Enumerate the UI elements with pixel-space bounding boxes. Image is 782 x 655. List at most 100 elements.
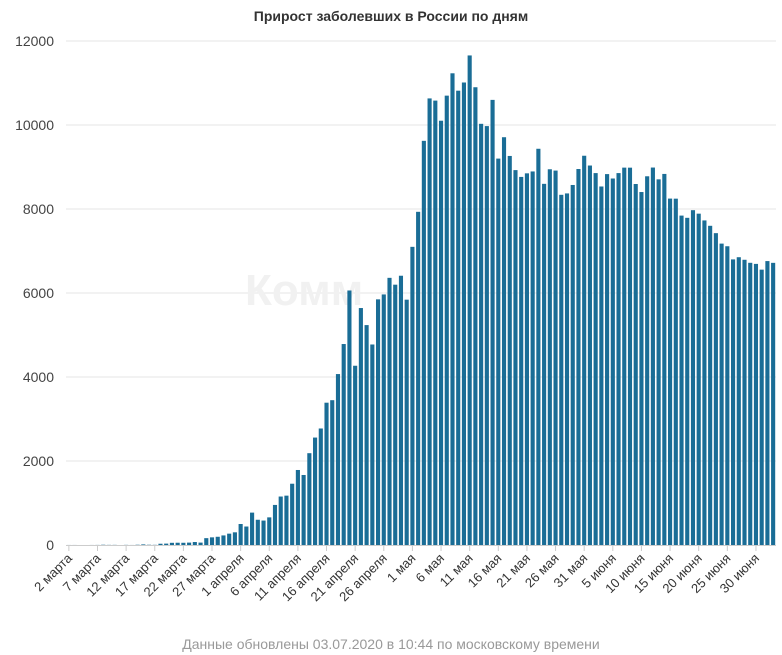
bar bbox=[587, 165, 592, 545]
bar bbox=[627, 167, 633, 545]
bar bbox=[404, 299, 409, 545]
bars bbox=[66, 55, 776, 546]
bar bbox=[244, 526, 249, 545]
bar bbox=[181, 542, 186, 545]
bar bbox=[708, 225, 713, 546]
chart-title: Прирост заболевших в России по дням bbox=[253, 8, 529, 24]
y-tick-label: 6000 bbox=[23, 285, 54, 301]
bar bbox=[358, 308, 363, 545]
bar bbox=[650, 167, 655, 545]
bar bbox=[484, 126, 489, 545]
bar bbox=[198, 542, 203, 545]
bar bbox=[284, 495, 289, 545]
bar bbox=[307, 453, 312, 545]
bar bbox=[278, 496, 283, 545]
bar bbox=[381, 294, 386, 545]
bar bbox=[673, 198, 678, 545]
bar bbox=[490, 99, 495, 545]
bar bbox=[255, 519, 260, 545]
bar bbox=[301, 474, 306, 545]
bar bbox=[141, 544, 146, 545]
bar bbox=[318, 428, 323, 545]
bar bbox=[765, 261, 770, 545]
bar bbox=[524, 173, 529, 546]
bar bbox=[295, 469, 300, 545]
bar bbox=[559, 194, 564, 545]
bar bbox=[576, 169, 581, 546]
y-tick-label: 12000 bbox=[15, 33, 54, 49]
bar bbox=[633, 184, 638, 545]
bar bbox=[250, 512, 255, 545]
bar bbox=[313, 437, 318, 545]
bar bbox=[433, 100, 438, 546]
bar bbox=[175, 542, 180, 545]
bar bbox=[519, 176, 524, 546]
bar bbox=[370, 344, 375, 545]
bar bbox=[542, 183, 547, 546]
bar bbox=[438, 120, 444, 545]
bar bbox=[530, 171, 535, 545]
bar bbox=[593, 173, 598, 545]
bar bbox=[507, 155, 512, 546]
bar bbox=[479, 123, 484, 545]
bar bbox=[187, 542, 192, 545]
bar bbox=[290, 483, 295, 545]
bar bbox=[341, 344, 346, 545]
bar bbox=[467, 55, 472, 545]
bar bbox=[725, 246, 730, 545]
bar bbox=[164, 543, 169, 545]
bar bbox=[713, 233, 718, 545]
bar bbox=[662, 173, 667, 545]
bar bbox=[353, 365, 358, 545]
bar bbox=[387, 277, 392, 545]
bar bbox=[501, 137, 507, 546]
bar bbox=[719, 243, 724, 545]
y-tick-label: 4000 bbox=[23, 369, 54, 385]
bar bbox=[473, 87, 478, 545]
bar bbox=[496, 158, 501, 545]
bar bbox=[553, 170, 558, 545]
bar bbox=[209, 537, 215, 545]
bar bbox=[759, 269, 764, 545]
bar bbox=[393, 284, 398, 545]
bar bbox=[656, 179, 661, 545]
bar bbox=[444, 95, 449, 545]
bar bbox=[730, 259, 736, 545]
bar bbox=[461, 82, 467, 545]
bar bbox=[536, 148, 541, 545]
bar bbox=[736, 257, 741, 545]
y-tick-label: 2000 bbox=[23, 453, 54, 469]
bar bbox=[364, 325, 369, 545]
bar bbox=[690, 210, 696, 545]
bar bbox=[582, 155, 587, 545]
update-footnote: Данные обновлены 03.07.2020 в 10:44 по м… bbox=[182, 636, 600, 652]
bar bbox=[570, 184, 575, 545]
y-tick-label: 0 bbox=[46, 537, 54, 553]
bar bbox=[272, 504, 278, 545]
bar bbox=[398, 275, 404, 545]
bar bbox=[645, 176, 650, 546]
bar bbox=[668, 198, 673, 546]
bar bbox=[232, 532, 237, 545]
bar bbox=[335, 374, 341, 545]
bar bbox=[421, 140, 426, 546]
bar bbox=[742, 259, 747, 545]
x-tick-label: 1 мая bbox=[384, 551, 419, 586]
bar bbox=[748, 262, 753, 545]
bar bbox=[192, 542, 197, 545]
bar bbox=[215, 536, 220, 545]
bar bbox=[679, 215, 684, 545]
bar bbox=[238, 524, 243, 545]
bar bbox=[410, 246, 415, 546]
bar bbox=[696, 213, 701, 546]
bar bbox=[204, 538, 209, 545]
bar bbox=[639, 192, 644, 546]
bar bbox=[347, 290, 352, 545]
bar bbox=[702, 220, 707, 545]
bar bbox=[685, 217, 690, 545]
bar bbox=[456, 90, 461, 545]
bar bbox=[771, 262, 776, 545]
bar bbox=[622, 167, 627, 545]
bar bbox=[330, 400, 335, 545]
bar bbox=[158, 543, 163, 545]
